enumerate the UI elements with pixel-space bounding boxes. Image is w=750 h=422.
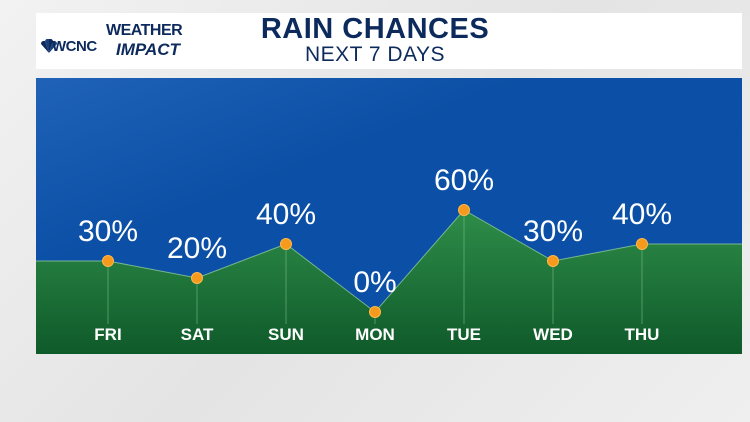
value-label-sat: 20% (167, 232, 227, 265)
page-subtitle: NEXT 7 DAYS (304, 43, 446, 66)
station-logo: WCNC WEATHER IMPACT (40, 21, 210, 65)
rain-chance-chart: 30% 20% 40% 0% 60% 30% 40% FRI SAT SUN MON TUE WED T… (36, 78, 742, 354)
data-point-fri (102, 255, 114, 267)
value-label-fri: 30% (78, 215, 138, 248)
day-label-wed: WED (533, 325, 573, 344)
logo-weather-text: WEATHER (106, 22, 183, 39)
logo-impact-text: IMPACT (116, 40, 180, 59)
day-label-tue: TUE (447, 325, 481, 344)
day-label-sun: SUN (268, 325, 304, 344)
rain-chance-area (36, 210, 742, 354)
page-title: RAIN CHANCES (260, 13, 490, 45)
value-label-tue: 60% (434, 164, 494, 197)
data-point-tue (458, 204, 470, 216)
peacock-icon (40, 39, 58, 53)
data-point-thu (636, 238, 648, 250)
day-label-thu: THU (625, 325, 660, 344)
data-point-sun (280, 238, 292, 250)
value-label-sun: 40% (256, 198, 316, 231)
data-point-sat (191, 272, 203, 284)
day-label-mon: MON (355, 325, 395, 344)
value-label-mon: 0% (353, 266, 396, 299)
value-label-wed: 30% (523, 215, 583, 248)
data-point-mon (369, 306, 381, 318)
day-label-sat: SAT (181, 325, 214, 344)
day-label-fri: FRI (94, 325, 121, 344)
value-label-thu: 40% (612, 198, 672, 231)
logo-station-text: WCNC (52, 38, 97, 55)
data-point-wed (547, 255, 559, 267)
header-banner: WCNC WEATHER IMPACT (36, 13, 742, 69)
